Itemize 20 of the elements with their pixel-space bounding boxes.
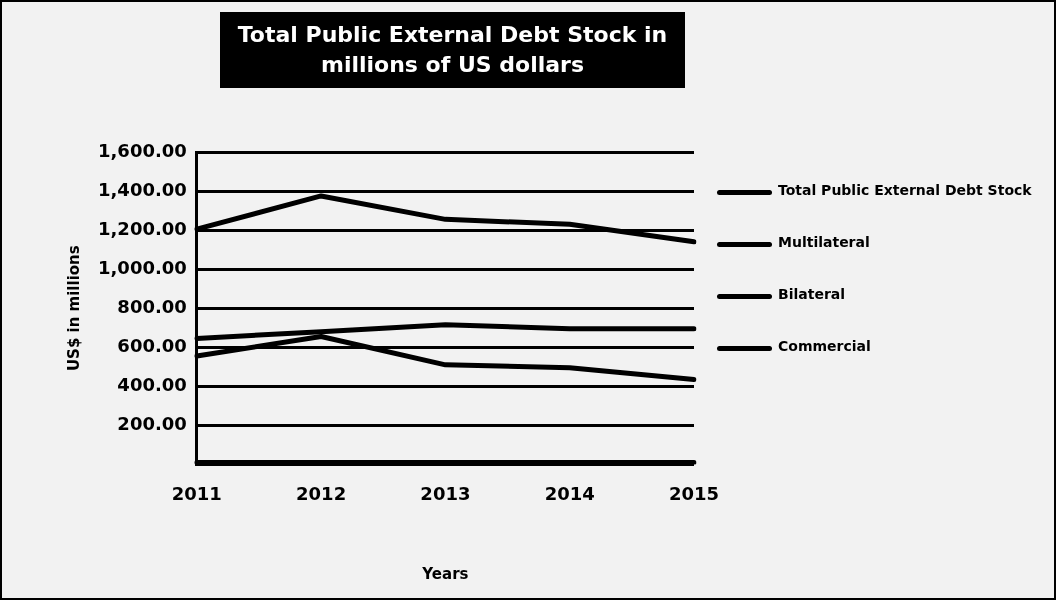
y-tick-label: 1,400.00 [97,178,187,200]
y-tick-label: 1,000.00 [97,256,187,278]
legend-label: Bilateral [778,286,846,302]
y-tick-label: 200.00 [117,413,187,435]
x-tick-label: 2015 [668,482,720,504]
y-tick-label: 800.00 [117,295,187,317]
x-tick-label: 2013 [420,482,471,504]
legend-label: Multilateral [778,234,870,250]
x-tick-label: 2014 [544,482,595,504]
legend-label: Commercial [778,338,871,354]
x-tick-label: 2012 [296,482,347,504]
y-tick-label: 600.00 [117,334,187,356]
x-axis-title: Years [421,564,469,583]
y-tick-label: 400.00 [117,373,187,395]
legend-label: Total Public External Debt Stock [778,182,1032,198]
y-axis-title: US$ in millions [64,245,83,372]
chart-title: Total Public External Debt Stock in millions of US dollars [220,12,685,88]
y-tick-label: 1,200.00 [97,217,187,239]
x-tick-label: 2011 [171,482,222,504]
y-tick-label: 1,600.00 [97,139,187,161]
